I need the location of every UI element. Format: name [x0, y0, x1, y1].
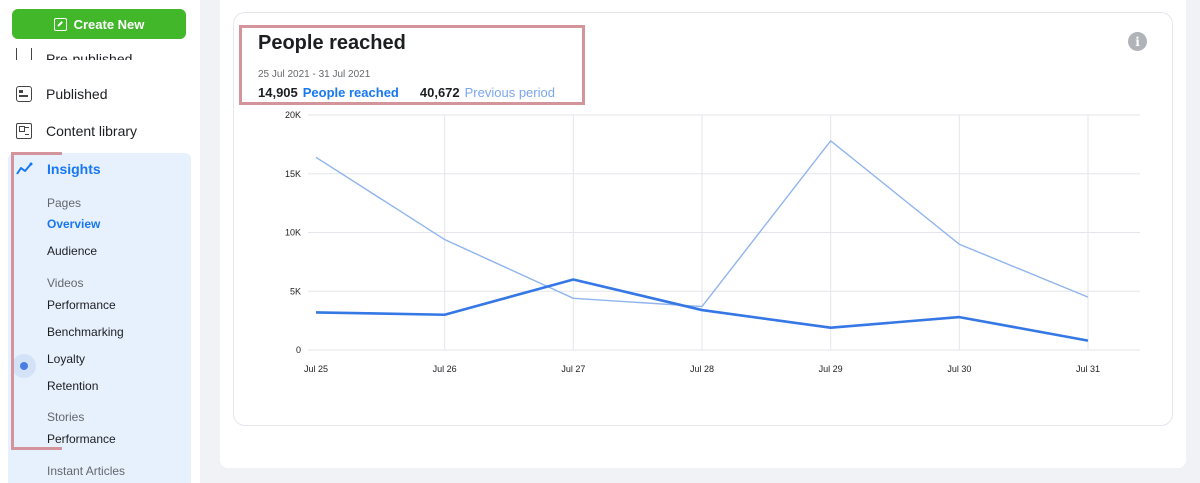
stats-row: 14,905 People reached 40,672 Previous pe…	[258, 85, 555, 100]
insights-label: Insights	[47, 161, 101, 177]
group-label-stories: Stories	[47, 410, 85, 424]
create-new-label: Create New	[73, 16, 145, 32]
previous-value: 40,672	[419, 85, 460, 100]
sidebar-item-retention[interactable]: Retention	[47, 379, 99, 393]
current-value: 14,905	[258, 85, 298, 100]
previous-legend-label[interactable]: Previous period	[464, 85, 555, 100]
draft-icon	[16, 48, 32, 60]
highlight-bracket	[11, 152, 62, 450]
compose-icon	[53, 17, 67, 31]
current-legend-label[interactable]: People reached	[302, 85, 399, 100]
sidebar-item-stories-performance[interactable]: Performance	[47, 432, 116, 446]
group-label-pages: Pages	[47, 196, 82, 210]
sidebar-item-label: Published	[46, 86, 108, 102]
info-icon[interactable]: i	[1128, 32, 1147, 51]
step-indicator-dot	[12, 354, 36, 378]
sidebar: Create New Pre-published Published Conte…	[0, 0, 200, 483]
sidebar-item-content-library[interactable]: Content library	[16, 120, 137, 142]
insights-trend-icon	[16, 162, 33, 175]
sidebar-item-pre-published[interactable]: Pre-published	[16, 46, 132, 60]
sidebar-item-published[interactable]: Published	[16, 83, 108, 105]
sidebar-item-label: Content library	[46, 123, 138, 139]
create-new-button[interactable]: Create New	[12, 9, 186, 39]
sidebar-item-overview[interactable]: Overview	[47, 217, 101, 231]
sidebar-item-audience[interactable]: Audience	[47, 244, 98, 258]
insights-panel	[8, 153, 191, 483]
sidebar-item-video-performance[interactable]: Performance	[47, 298, 116, 312]
card-title: People reached	[258, 32, 406, 54]
group-label-videos: Videos	[47, 276, 84, 290]
sidebar-item-label: Pre-published	[46, 51, 133, 60]
content-library-icon	[16, 123, 32, 139]
sidebar-item-loyalty[interactable]: Loyalty	[47, 352, 86, 366]
group-label-instant-articles[interactable]: Instant Articles	[47, 464, 126, 478]
sidebar-item-benchmarking[interactable]: Benchmarking	[47, 325, 124, 339]
date-range: 25 Jul 2021 - 31 Jul 2021	[258, 69, 371, 80]
sidebar-item-insights[interactable]: Insights	[16, 158, 101, 180]
highlight-box	[239, 25, 585, 105]
published-icon	[16, 86, 32, 102]
